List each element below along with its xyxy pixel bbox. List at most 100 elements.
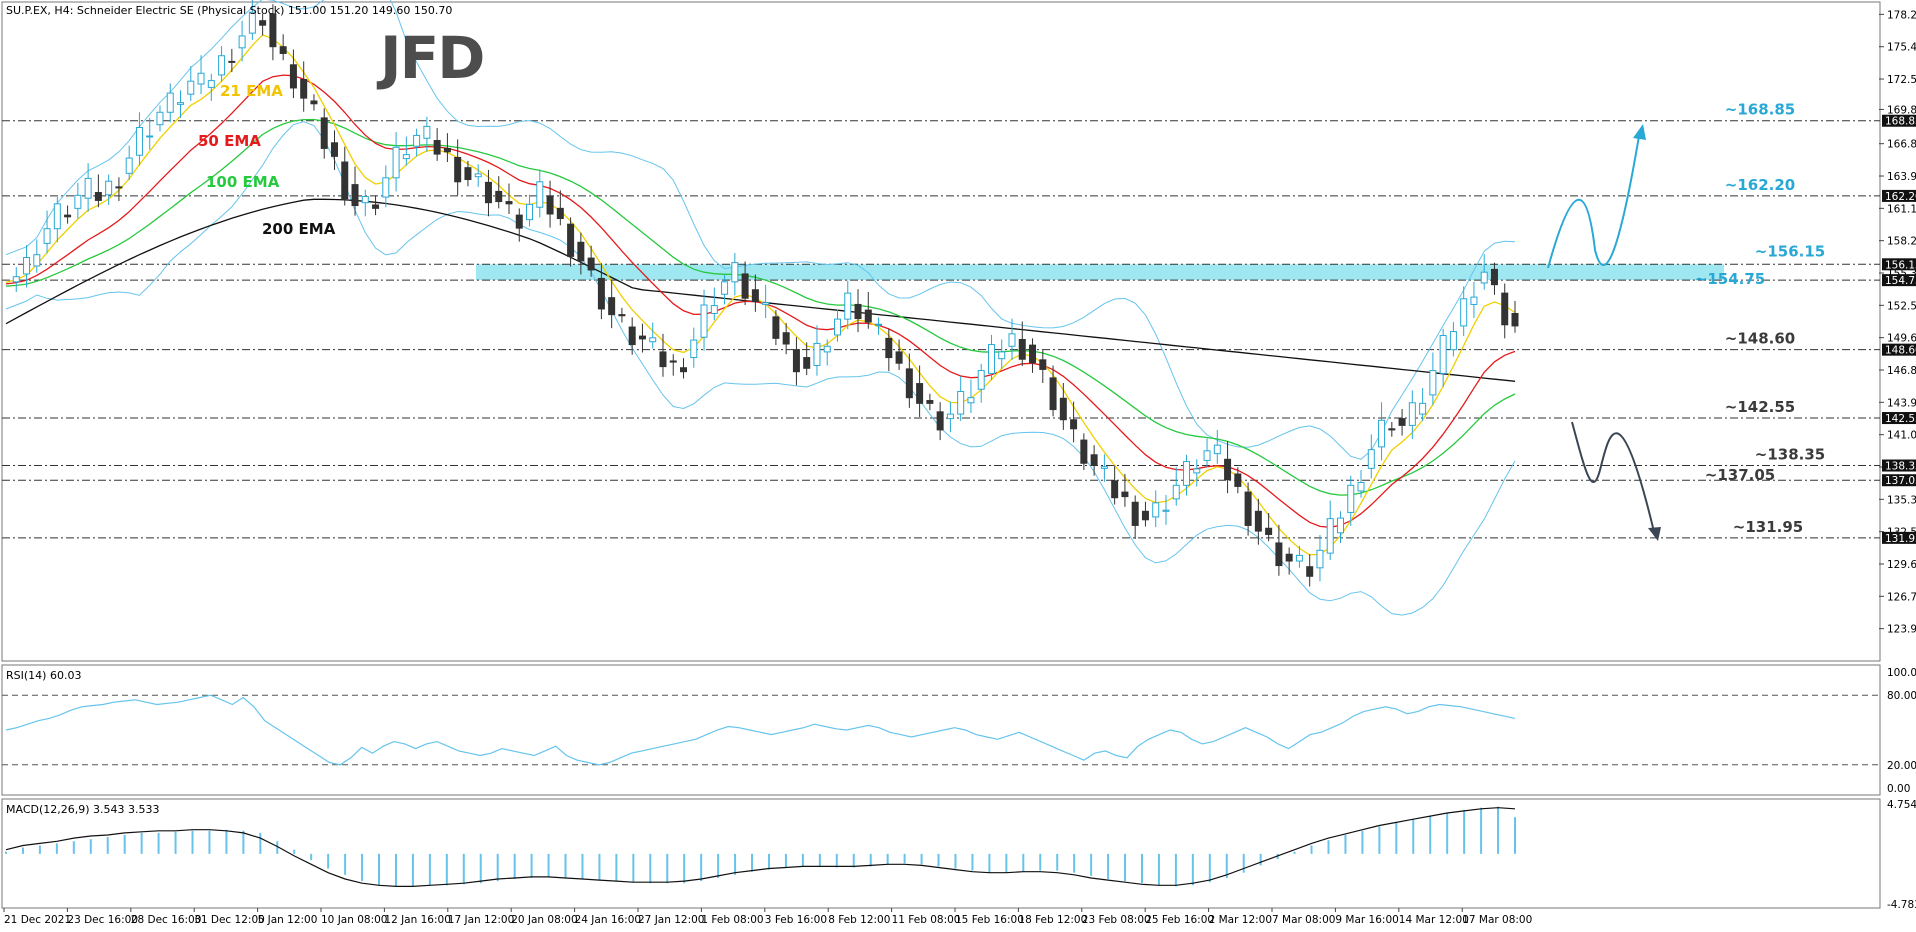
bear-candle [659, 351, 667, 368]
bull-candle [156, 111, 164, 126]
bear-candle [115, 186, 123, 189]
bear-candle [556, 207, 564, 220]
bull-candle [166, 92, 174, 113]
bull-candle [957, 390, 965, 415]
ema50-label: 50 EMA [198, 132, 261, 150]
bull-candle [710, 305, 718, 314]
x-tick-label: 7 Mar 08:00 [1272, 914, 1335, 926]
y-tick-label: 149.66 [1887, 333, 1916, 345]
bear-candle [228, 60, 236, 63]
macd-panel: 4.754 -4.783 [5, 799, 1916, 911]
y-tick-label: 135.36 [1887, 494, 1916, 506]
y-tick-label: 146.80 [1887, 365, 1916, 377]
bear-candle [330, 142, 338, 157]
x-tick-label: 2 Mar 12:00 [1209, 914, 1272, 926]
bull-candle [1183, 461, 1191, 486]
bear-candle [885, 337, 893, 359]
bear-candle [1059, 397, 1067, 421]
level-layer: ~168.85 ~162.20 ~156.15 ~154.75 ~148.60 ~142.… [2, 101, 1880, 539]
bear-candle [320, 117, 328, 149]
rsi-tick-label: 80.00 [1887, 690, 1916, 702]
x-tick-label: 14 Mar 12:00 [1399, 914, 1469, 926]
bull-candle [43, 228, 51, 244]
bull-candle [423, 125, 431, 139]
bear-candle [1080, 439, 1088, 464]
x-tick-label: 23 Dec 16:00 [67, 914, 138, 926]
level-price-tag-text: 156.15 [1885, 259, 1916, 271]
candle-layer [12, 0, 1519, 587]
bull-candle [1295, 554, 1303, 562]
bull-candle [649, 337, 657, 343]
bear-candle [608, 297, 616, 316]
rsi-panel-frame [1, 664, 1881, 796]
y-tick-label: 141.08 [1887, 430, 1916, 442]
bull-candle [721, 281, 729, 295]
y-tick-label: 126.78 [1887, 591, 1916, 603]
macd-panel-frame [1, 798, 1881, 909]
bull-candle [1326, 518, 1334, 554]
bull-candle [1203, 450, 1211, 461]
bear-candle [454, 156, 462, 183]
scenario-arrows [1547, 124, 1661, 541]
bull-candle [53, 203, 61, 230]
bull-candle [177, 102, 185, 105]
y-tick-label: 123.92 [1887, 624, 1916, 636]
y-tick-label: 143.94 [1887, 397, 1916, 409]
y-tick-label: 161.10 [1887, 203, 1916, 215]
bear-candle [1511, 312, 1519, 327]
level-label: ~168.85 [1725, 101, 1795, 119]
bull-candle [1460, 298, 1468, 327]
x-tick-label: 15 Feb 16:00 [955, 914, 1024, 926]
bear-candle [464, 167, 472, 181]
bear-candle [751, 289, 759, 303]
level-price-tag [1882, 274, 1916, 287]
bear-candle [443, 147, 451, 153]
x-tick-label: 11 Feb 08:00 [892, 914, 961, 926]
bull-candle [197, 72, 205, 85]
x-tick-label: 17 Jan 12:00 [448, 914, 514, 926]
bear-candle [546, 195, 554, 215]
y-tick-label: 169.85 [1887, 104, 1916, 116]
bear-candle [1039, 359, 1047, 370]
level-price-tag-text: 137.05 [1885, 475, 1916, 487]
bull-candle [474, 173, 482, 178]
bull-candle [1193, 468, 1201, 474]
bull-candle [844, 292, 852, 320]
bear-candle [1131, 501, 1139, 526]
bear-candle [854, 303, 862, 320]
bear-candle [1501, 292, 1509, 326]
bull-candle [1008, 333, 1016, 347]
bear-candle [567, 223, 575, 257]
level-price-tag-text: 138.35 [1885, 461, 1916, 473]
bull-candle [402, 154, 410, 160]
rsi-tick-label: 100.00 [1887, 667, 1916, 679]
bull-candle [1378, 419, 1386, 448]
symbol-info: SU.P.EX, H4: Schneider Electric SE (Phys… [6, 4, 452, 17]
bull-candle [125, 157, 133, 174]
bull-candle [823, 345, 831, 353]
bull-candle [1439, 335, 1447, 374]
x-tick-label: 3 Feb 16:00 [765, 914, 827, 926]
rsi-label: RSI(14) 60.03 [6, 669, 81, 682]
bear-candle [505, 201, 513, 205]
bull-candle [238, 35, 246, 49]
bull-candle [12, 276, 20, 283]
level-price-tag-text: 168.85 [1885, 116, 1916, 128]
bear-candle [587, 257, 595, 271]
bull-candle [875, 323, 883, 326]
bull-candle [1172, 484, 1180, 500]
bear-candle [895, 351, 903, 364]
macd-signal-line [5, 807, 1516, 888]
bull-candle [1100, 466, 1108, 469]
bull-candle [218, 55, 226, 76]
bearish-scenario-arrow [1571, 421, 1656, 537]
bull-candle [998, 351, 1006, 360]
ema50-line [5, 74, 1516, 528]
x-tick-label: 27 Jan 12:00 [638, 914, 704, 926]
x-tick-label: 24 Jan 16:00 [575, 914, 641, 926]
x-tick-label: 10 Jan 08:00 [321, 914, 387, 926]
bear-candle [905, 368, 913, 399]
x-tick-label: 5 Jan 12:00 [258, 914, 318, 926]
bull-candle [833, 318, 841, 336]
ema100-line [5, 118, 1516, 496]
